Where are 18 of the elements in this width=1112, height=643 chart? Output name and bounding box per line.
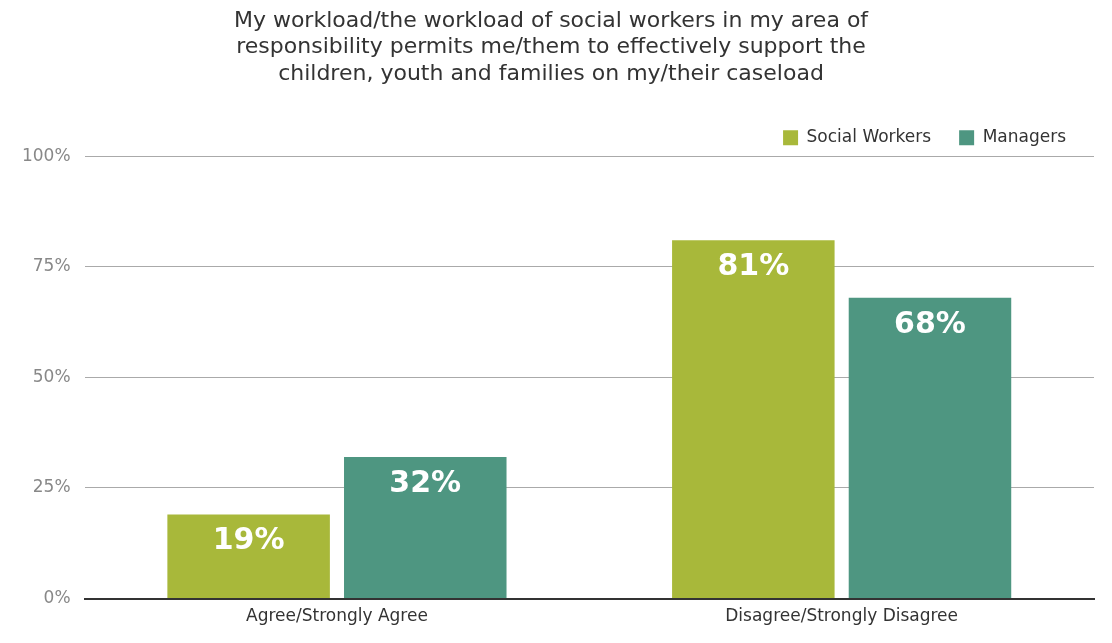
bar xyxy=(848,297,1012,599)
bar xyxy=(167,514,330,599)
data-label: 32% xyxy=(389,463,462,499)
chart-title: My workload/the workload of social workers in my area of responsibility permits me/them to effectively support the children, youth and families on my/their caseload xyxy=(233,6,870,85)
x-tick-label: Agree/Strongly Agree xyxy=(246,605,428,626)
y-tick-label: 0% xyxy=(43,587,71,608)
y-tick-label: 75% xyxy=(32,255,71,276)
x-tick-label: Disagree/Strongly Disagree xyxy=(725,605,959,626)
y-tick-label: 100% xyxy=(21,144,71,165)
data-label: 68% xyxy=(894,304,966,340)
y-tick-label: 50% xyxy=(32,365,71,386)
legend-label: Managers xyxy=(982,126,1067,147)
legend-label: Social Workers xyxy=(806,126,932,147)
bar xyxy=(344,457,507,599)
data-label: 81% xyxy=(717,247,790,283)
bar xyxy=(672,240,835,599)
data-label: 19% xyxy=(212,521,285,557)
y-tick-label: 25% xyxy=(32,476,71,497)
